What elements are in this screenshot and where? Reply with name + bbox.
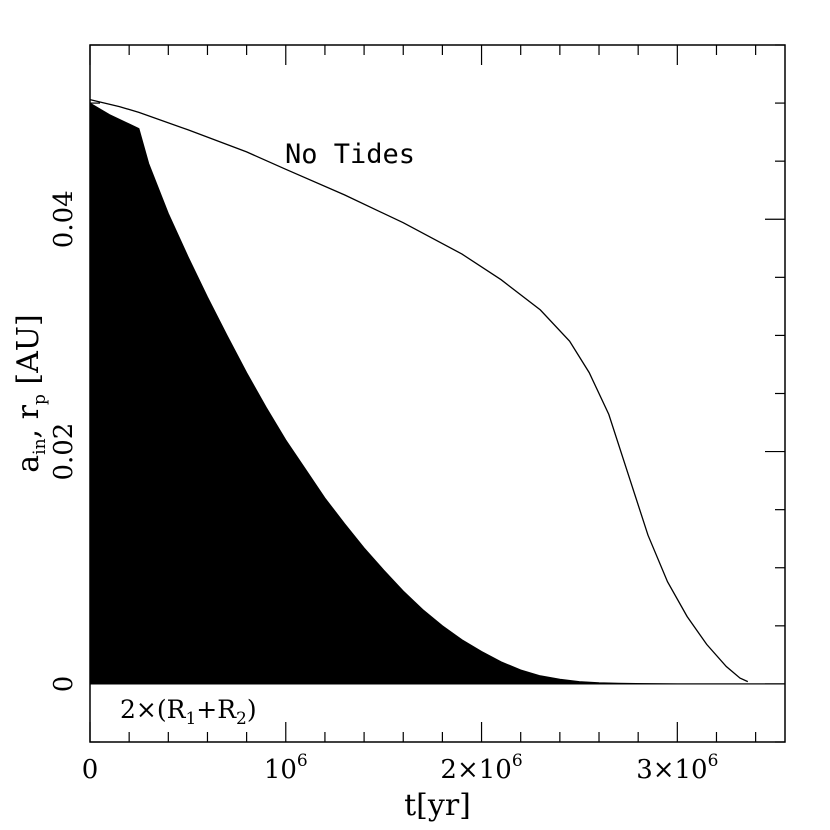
x-axis-label: t[yr] — [404, 788, 471, 823]
x-tick-label: 2×106 — [440, 751, 522, 785]
series-0-line — [89, 98, 749, 683]
y-tick-label: 0 — [49, 676, 79, 693]
x-tick-label: 106 — [264, 751, 308, 785]
tick-label-layer: 0 106 2×106 3×106 0 0.02 0.04 — [49, 190, 718, 785]
y-axis-label: ain, rp [AU] — [11, 314, 50, 473]
y-tick-label: 0.02 — [49, 423, 79, 481]
radius-annotation: 2×(R1+R2) — [120, 695, 257, 729]
curve-layer — [89, 98, 785, 685]
series-1-fill — [89, 102, 785, 685]
tick-layer — [89, 44, 785, 743]
filled-envelope-layer — [89, 102, 785, 685]
x-tick-label: 0 — [82, 755, 99, 785]
y-tick-label: 0.04 — [49, 190, 79, 248]
no-tides-annotation: No Tides — [285, 139, 415, 170]
x-tick-label: 3×106 — [636, 751, 718, 785]
